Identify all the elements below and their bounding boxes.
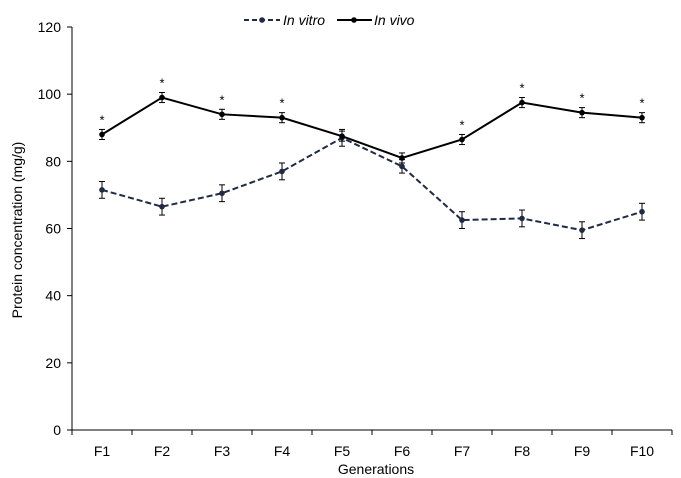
- x-tick-label: F1: [94, 443, 111, 459]
- significance-star: *: [159, 75, 164, 90]
- significance-star: *: [279, 96, 284, 111]
- significance-marks: * * * * * * * *: [99, 75, 644, 132]
- data-point: [159, 203, 165, 210]
- series-in-vivo: [99, 91, 645, 164]
- x-tick-label: F4: [274, 443, 291, 459]
- data-point: [639, 208, 645, 215]
- data-point: [99, 131, 105, 138]
- data-point: [579, 227, 585, 233]
- data-point: [279, 114, 285, 121]
- y-axis-title: Protein concentration (mg/g): [9, 142, 25, 319]
- y-tick-label: 20: [45, 355, 61, 371]
- x-tick-label: F9: [574, 443, 591, 459]
- y-tick-label: 120: [38, 19, 62, 35]
- x-tick-label: F3: [214, 443, 231, 459]
- significance-star: *: [579, 91, 584, 106]
- significance-star: *: [219, 92, 224, 107]
- series-in-vitro: [99, 128, 645, 240]
- data-point: [519, 99, 525, 106]
- x-tick-label: F5: [334, 443, 351, 459]
- legend-item-in-vitro: In vitro: [244, 12, 325, 28]
- y-tick-label: 40: [45, 288, 61, 304]
- x-axis-title: Generations: [338, 461, 414, 477]
- y-tick-label: 80: [45, 153, 61, 169]
- legend-item-in-vivo: In vivo: [337, 12, 415, 28]
- significance-star: *: [519, 81, 524, 96]
- legend-marker-in-vivo: [351, 17, 357, 23]
- significance-star: *: [99, 112, 104, 127]
- legend-marker-in-vitro: [259, 17, 265, 23]
- y-tick-label: 60: [45, 221, 61, 237]
- x-tick-label: F2: [154, 443, 171, 459]
- x-tick-label: F6: [394, 443, 411, 459]
- data-point: [279, 168, 285, 175]
- y-tick-label: 100: [38, 86, 62, 102]
- data-point: [399, 163, 405, 170]
- data-point: [159, 94, 165, 101]
- legend: In vitro In vivo: [244, 12, 415, 28]
- legend-label-in-vitro: In vitro: [283, 12, 325, 28]
- x-tick-label: F8: [514, 443, 531, 459]
- x-tick-label: F10: [630, 443, 654, 459]
- series-line-in-vivo: [101, 96, 643, 160]
- data-point: [339, 133, 345, 139]
- data-point: [459, 136, 465, 143]
- data-point: [219, 111, 225, 118]
- significance-star: *: [459, 117, 464, 132]
- data-point: [459, 217, 465, 223]
- series-layer: [99, 91, 645, 240]
- x-tick-label: F7: [454, 443, 471, 459]
- data-point: [399, 155, 405, 161]
- legend-label-in-vivo: In vivo: [374, 12, 415, 28]
- y-tick-labels: 0 20 40 60 80 100 120: [38, 19, 62, 438]
- data-point: [219, 190, 225, 197]
- data-point: [639, 114, 645, 121]
- series-line-in-vitro: [101, 136, 643, 232]
- data-point: [519, 215, 525, 222]
- y-tick-label: 0: [53, 422, 61, 438]
- data-point: [99, 187, 105, 193]
- x-tick-labels: F1 F2 F3 F4 F5 F6 F7 F8 F9 F10: [94, 443, 654, 459]
- data-point: [579, 109, 585, 116]
- axes: [67, 26, 673, 435]
- significance-star: *: [639, 96, 644, 111]
